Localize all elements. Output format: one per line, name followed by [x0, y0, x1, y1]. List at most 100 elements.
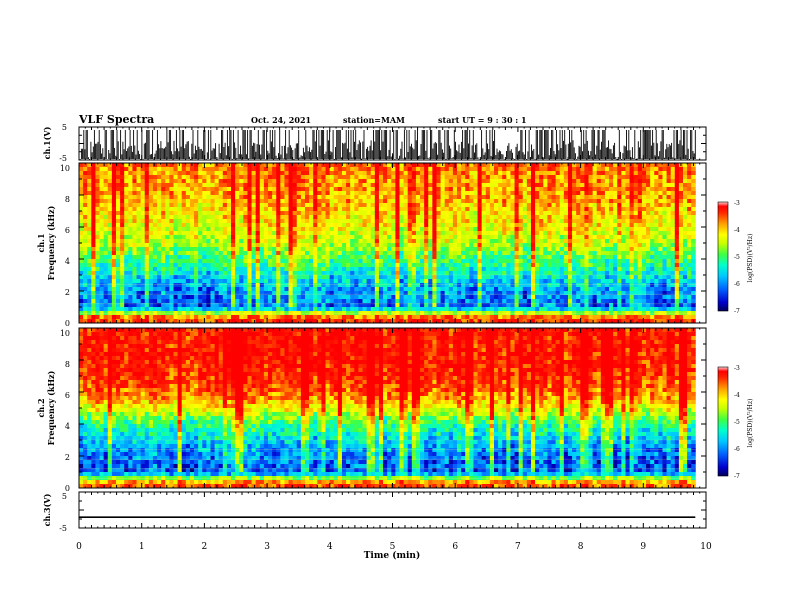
ch1-spectrogram-cell — [378, 307, 384, 312]
ch1-spectrogram-cell — [580, 191, 585, 196]
ch1-spectrogram-cell — [489, 307, 495, 312]
ch1-spectrogram-cell — [136, 163, 142, 168]
ch1-spectrogram-cell — [202, 187, 207, 192]
ch1-spectrogram-cell — [489, 267, 495, 272]
ch1-spectrogram-cell — [411, 267, 417, 272]
ch1-spectrogram-cell — [391, 291, 396, 296]
ch1-spectrogram-cell — [181, 291, 187, 296]
ch1-spectrogram-cell — [198, 275, 203, 280]
ch1-spectrogram-cell — [411, 239, 417, 244]
ch1-spectrogram-cell — [337, 267, 343, 272]
ch1-spectrogram-cell — [259, 283, 265, 288]
ch1-spectrogram-cell — [539, 203, 544, 208]
ch1-spectrogram-cell — [103, 167, 109, 172]
ch1-spectrogram-cell — [95, 203, 100, 208]
ch1-spectrogram-cell — [263, 315, 269, 320]
ch1-spectrogram-cell — [235, 239, 240, 244]
ch1-spectrogram-cell — [202, 227, 207, 232]
ch1-spectrogram-cell — [383, 199, 388, 204]
ch1-spectrogram-cell — [210, 231, 215, 236]
ch1-spectrogram-cell — [91, 299, 96, 304]
ch1-spectrogram-cell — [576, 311, 581, 316]
ch1-spectrogram-cell — [317, 303, 322, 308]
ch1-spectrogram-cell — [202, 295, 207, 300]
ch1-spectrogram-cell — [124, 227, 129, 232]
ch1-spectrogram-cell — [173, 279, 179, 284]
ch1-spectrogram-cell — [337, 243, 343, 248]
ch1-spectrogram-cell — [473, 287, 478, 292]
ch1-spectrogram-cell — [494, 291, 499, 296]
ch1-spectrogram-cell — [189, 239, 195, 244]
ch1-spectrogram-cell — [489, 207, 495, 212]
ch1-spectrogram-cell — [144, 231, 150, 236]
ch1-spectrogram-cell — [194, 191, 199, 196]
ch1-spectrogram-cell — [185, 291, 191, 296]
ch1-spectrogram-cell — [350, 227, 355, 232]
ch1-spectrogram-cell — [358, 195, 363, 200]
ch1-spectrogram-cell — [235, 219, 240, 224]
ch1-spectrogram-cell — [325, 319, 331, 324]
ch1-spectrogram-cell — [374, 255, 380, 260]
ch1-spectrogram-cell — [247, 219, 252, 224]
ch1-spectrogram-cell — [251, 319, 257, 324]
ch1-spectrogram-cell — [444, 195, 450, 200]
ch1-spectrogram-cell — [444, 315, 450, 320]
ch1-spectrogram-cell — [370, 259, 376, 264]
ch1-spectrogram-cell — [444, 307, 450, 312]
ch1-spectrogram-cell — [189, 187, 195, 192]
ch1-spectrogram-cell — [218, 239, 224, 244]
ch1-spectrogram-cell — [103, 311, 109, 316]
ch1-spectrogram-cell — [530, 167, 536, 172]
ch1-spectrogram-cell — [567, 243, 573, 248]
ch1-spectrogram-cell — [350, 271, 355, 276]
ch1-spectrogram-cell — [337, 207, 343, 212]
ch1-spectrogram-cell — [255, 279, 261, 284]
ch1-spectrogram-cell — [424, 319, 429, 324]
ch1-spectrogram-cell — [337, 315, 343, 320]
ch1-spectrogram-cell — [543, 259, 548, 264]
ch1-spectrogram-cell — [169, 255, 174, 260]
ch1-spectrogram-cell — [411, 215, 417, 220]
ch1-spectrogram-cell — [165, 263, 170, 268]
ch1-spectrogram-cell — [132, 283, 137, 288]
ch1-spectrogram-cell — [91, 255, 96, 260]
ch1-spectrogram-cell — [576, 203, 581, 208]
ch1-spectrogram-cell — [206, 195, 211, 200]
ch1-spectrogram-cell — [374, 223, 380, 228]
ch1-spectrogram-cell — [502, 259, 507, 264]
ch1-spectrogram-cell — [366, 291, 372, 296]
ch1-spectrogram-cell — [415, 311, 421, 316]
ch1-spectrogram-cell — [428, 271, 433, 276]
ch1-spectrogram-cell — [136, 175, 142, 180]
ch1-spectrogram-cell — [185, 251, 191, 256]
ch1-spectrogram-cell — [111, 263, 117, 268]
ch1-spectrogram-cell — [161, 223, 166, 228]
ch1-spectrogram-cell — [272, 319, 277, 324]
ch1-spectrogram-cell — [148, 299, 154, 304]
ch1-spectrogram-cell — [448, 295, 454, 300]
ch1-spectrogram-cell — [498, 175, 503, 180]
ch1-spectrogram-cell — [539, 299, 544, 304]
ch1-spectrogram-cell — [580, 195, 585, 200]
ch1-spectrogram-cell — [473, 235, 478, 240]
ch1-spectrogram-cell — [300, 171, 306, 176]
ch1-spectrogram-cell — [337, 163, 343, 168]
ch1-spectrogram-cell — [526, 279, 532, 284]
ch1-spectrogram-cell — [535, 299, 540, 304]
ch1-spectrogram-cell — [222, 167, 228, 172]
ch1-spectrogram-cell — [111, 307, 117, 312]
ch1-spectrogram-cell — [87, 235, 92, 240]
ch1-spectrogram-cell — [255, 223, 261, 228]
ch1-spectrogram-cell — [444, 215, 450, 220]
ch1-spectrogram-cell — [194, 203, 199, 208]
ch1-spectrogram-cell — [489, 291, 495, 296]
ch1-spectrogram-cell — [543, 191, 548, 196]
ch1-spectrogram-cell — [432, 183, 437, 188]
ch1-spectrogram-cell — [407, 319, 413, 324]
ch1-spectrogram-cell — [358, 223, 363, 228]
ch1-spectrogram-cell — [181, 247, 187, 252]
ch1-spectrogram-cell — [300, 251, 306, 256]
ch1-spectrogram-cell — [341, 263, 347, 268]
ch1-spectrogram-cell — [539, 215, 544, 220]
ch1-spectrogram-cell — [280, 267, 285, 272]
